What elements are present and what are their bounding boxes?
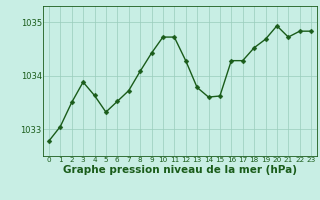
X-axis label: Graphe pression niveau de la mer (hPa): Graphe pression niveau de la mer (hPa) — [63, 165, 297, 175]
